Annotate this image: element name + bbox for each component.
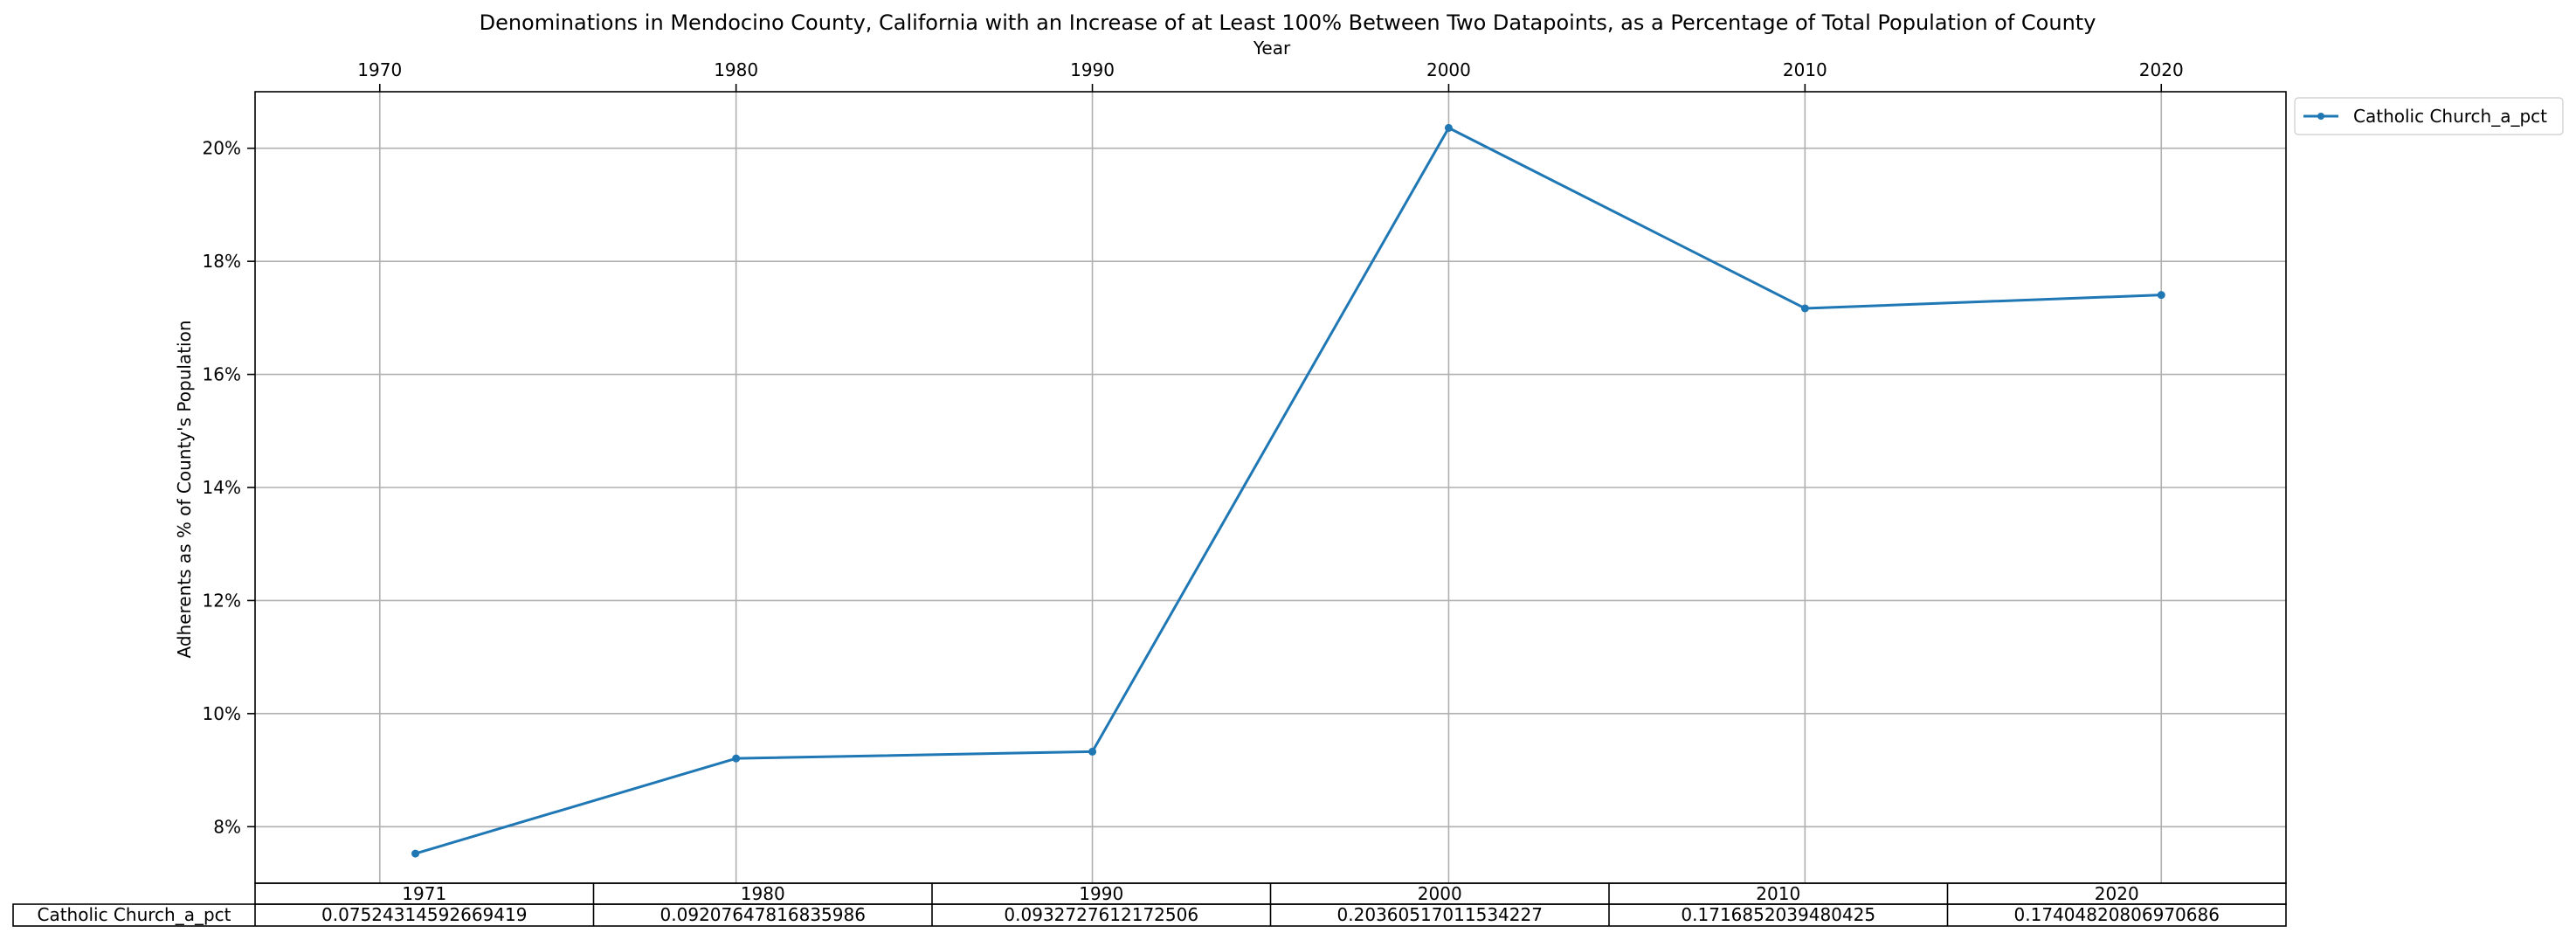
data-point bbox=[2157, 291, 2165, 300]
data-table: 1971 1980 1990 2000 2010 2020 Catholic Church_… bbox=[12, 882, 2287, 927]
data-point bbox=[411, 849, 420, 858]
table-header-cell: 2000 bbox=[1418, 883, 1462, 904]
axis-ticks: 1970 1980 1990 2000 2010 2020 8% 10% 12% 14% 16% 18… bbox=[203, 59, 2184, 837]
chart-title: Denominations in Mendocino County, Calif… bbox=[480, 10, 2096, 35]
table-cell: 0.09207647816835986 bbox=[660, 904, 866, 925]
x-tick-label: 1970 bbox=[357, 59, 402, 80]
table-row-label: Catholic Church_a_pct bbox=[37, 904, 231, 925]
legend-label: Catholic Church_a_pct bbox=[2353, 106, 2547, 127]
y-tick-label: 20% bbox=[203, 138, 241, 159]
data-point bbox=[732, 754, 741, 763]
x-tick-label: 2010 bbox=[1783, 59, 1827, 80]
table-cell: 0.1716852039480425 bbox=[1681, 904, 1875, 925]
table-cell: 0.20360517011534227 bbox=[1337, 904, 1543, 925]
y-tick-label: 10% bbox=[203, 703, 241, 724]
y-tick-label: 8% bbox=[213, 816, 241, 837]
grid bbox=[255, 92, 2286, 883]
table-header-cell: 2020 bbox=[2095, 883, 2139, 904]
x-tick-label: 1980 bbox=[714, 59, 758, 80]
series-layer bbox=[411, 123, 2165, 858]
y-tick-label: 16% bbox=[203, 364, 241, 385]
data-point bbox=[1800, 304, 1809, 313]
x-tick-label: 2000 bbox=[1426, 59, 1471, 80]
x-tick-label: 2020 bbox=[2139, 59, 2184, 80]
y-tick-label: 12% bbox=[203, 590, 241, 611]
table-row-frame bbox=[12, 903, 2287, 927]
y-axis-label: Adherents as % of County's Population bbox=[174, 320, 195, 658]
x-tick-label: 1990 bbox=[1070, 59, 1115, 80]
table-header-cell: 2010 bbox=[1756, 883, 1800, 904]
table-header-cell: 1980 bbox=[741, 883, 785, 904]
table-cell: 0.0932727612172506 bbox=[1004, 904, 1198, 925]
legend[interactable]: Catholic Church_a_pct bbox=[2294, 97, 2564, 135]
legend-frame bbox=[2294, 97, 2564, 135]
legend-marker bbox=[2317, 113, 2324, 120]
y-tick-label: 14% bbox=[203, 477, 241, 498]
table-cell: 0.07524314592669419 bbox=[321, 904, 527, 925]
data-point bbox=[1088, 747, 1097, 756]
table-cell: 0.17404820806970686 bbox=[2014, 904, 2220, 925]
table-header-cell: 1990 bbox=[1079, 883, 1123, 904]
table-header-cell: 1971 bbox=[402, 883, 446, 904]
x-axis-label: Year bbox=[1253, 38, 1291, 59]
data-point bbox=[1444, 123, 1453, 132]
series-line-catholic-church bbox=[415, 126, 2162, 855]
y-tick-label: 18% bbox=[203, 251, 241, 272]
